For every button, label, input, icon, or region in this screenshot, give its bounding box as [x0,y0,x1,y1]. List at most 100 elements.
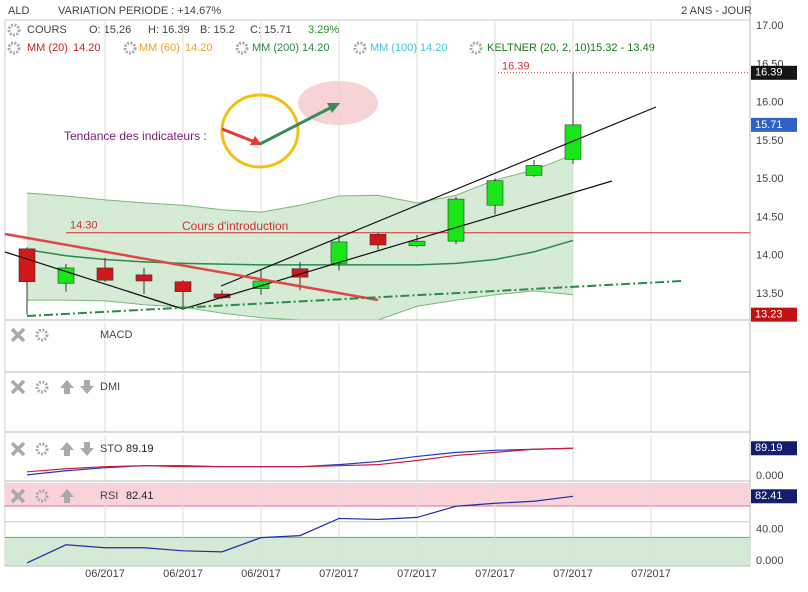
close-icon [10,441,26,457]
x-tick-label: 06/2017 [163,568,203,580]
price-tag-label: 16.39 [755,67,783,79]
x-tick-label: 07/2017 [553,568,593,580]
price-tag [751,489,797,504]
indicator-name: MM (60) [139,42,180,54]
trend-line [26,280,683,317]
note: Tendance des indicateurs : [64,129,207,143]
candle-body [57,267,75,284]
price-tag-label: 13.23 [755,309,783,321]
down-icon [80,380,94,394]
candle-body [369,233,387,246]
y-tick-label: 40.00 [756,523,784,535]
indicator-name: MM (100) [370,42,417,54]
panel-title: RSI [100,490,118,502]
indicator-line [26,495,574,564]
candle-body [525,165,543,176]
gear-icon [35,489,49,503]
x-tick-label: 07/2017 [475,568,515,580]
y-tick-label: 15.00 [756,173,784,185]
price-tag [751,117,797,132]
price-tag [751,65,797,80]
quote-label: COURS [27,24,67,36]
indicator-line [26,447,574,473]
panel-value: 89.19 [126,443,154,455]
y-tick-label: 14.50 [756,211,784,223]
gear-icon [235,41,249,55]
variation: VARIATION PERIODE : +14.67% [58,5,221,17]
y-tick-label: 16.00 [756,97,784,109]
candle-body [486,180,504,206]
gear-icon [7,23,21,37]
trend-line [4,232,379,302]
keltner-band [27,154,573,320]
up-icon [60,489,74,503]
close-icon [10,488,26,504]
arrowhead [250,136,262,145]
trend-line [220,106,657,287]
gear-icon [35,442,49,456]
indicator-value: 14.20 [185,42,213,54]
y-tick-label: 13.50 [756,288,784,300]
keltner-value: 15.32 - 13.49 [590,42,655,54]
candle-body [447,198,465,242]
price-tag-label: 89.19 [755,442,783,454]
y-tick-label: 0.000 [756,470,784,482]
x-tick-label: 06/2017 [85,568,125,580]
gear-icon [469,41,483,55]
x-tick-label: 07/2017 [631,568,671,580]
close-icon [10,379,26,395]
close-icon [10,327,26,343]
arrow [221,127,256,144]
gear-icon [7,41,21,55]
price-tag [751,307,797,322]
y-tick-label: 17.00 [756,20,784,32]
candle-body [564,124,582,160]
price-tag-label: 82.41 [755,490,783,502]
x-tick-label: 07/2017 [397,568,437,580]
candle-body [291,268,309,278]
trend-line [4,251,184,310]
gear-icon [353,41,367,55]
arrow [259,106,331,146]
y-tick-label: 14.00 [756,250,784,262]
price-tag-label: 15.71 [755,119,783,131]
panel-title: STO [100,443,123,455]
candle-body [96,267,114,281]
panel-value: 82.41 [126,490,154,502]
indicator-value: 14.20 [420,42,448,54]
candle-body [174,281,192,292]
period: 2 ANS - JOUR [681,5,752,17]
change-label: 3.29% [308,24,339,36]
up-icon [60,442,74,456]
high-label: H: 16.39 [148,24,190,36]
gear-icon [35,328,49,342]
oversold-zone [5,537,750,566]
indicator-name: MM (20) [27,42,68,54]
down-icon [80,442,94,456]
indicator-value: 14.20 [73,42,101,54]
candle-body [135,274,153,282]
highlight-circle [220,93,300,169]
y-tick-label: 15.50 [756,135,784,147]
candle-body [252,280,270,289]
trend-line [182,180,613,310]
keltner-upper [26,154,574,213]
symbol: ALD [8,5,29,17]
candle-body [330,241,348,264]
panel-title: MACD [100,329,132,341]
price-tag [751,441,797,456]
y-tick-label: 0.000 [756,555,784,567]
candle-body [18,248,36,283]
indicator-name: MM (200) [252,42,299,54]
keltner-name: KELTNER (20, 2, 10) [487,42,590,54]
close-label: C: 15.71 [250,24,292,36]
drawings: Tendance des indicateurs : [4,81,683,317]
x-tick-label: 07/2017 [319,568,359,580]
arrowhead [327,103,340,113]
intro-text: Cours d'introduction [182,219,288,233]
indicator-value: 14.20 [302,42,330,54]
panel-title: DMI [100,381,120,393]
low-label: B: 15.2 [200,24,235,36]
